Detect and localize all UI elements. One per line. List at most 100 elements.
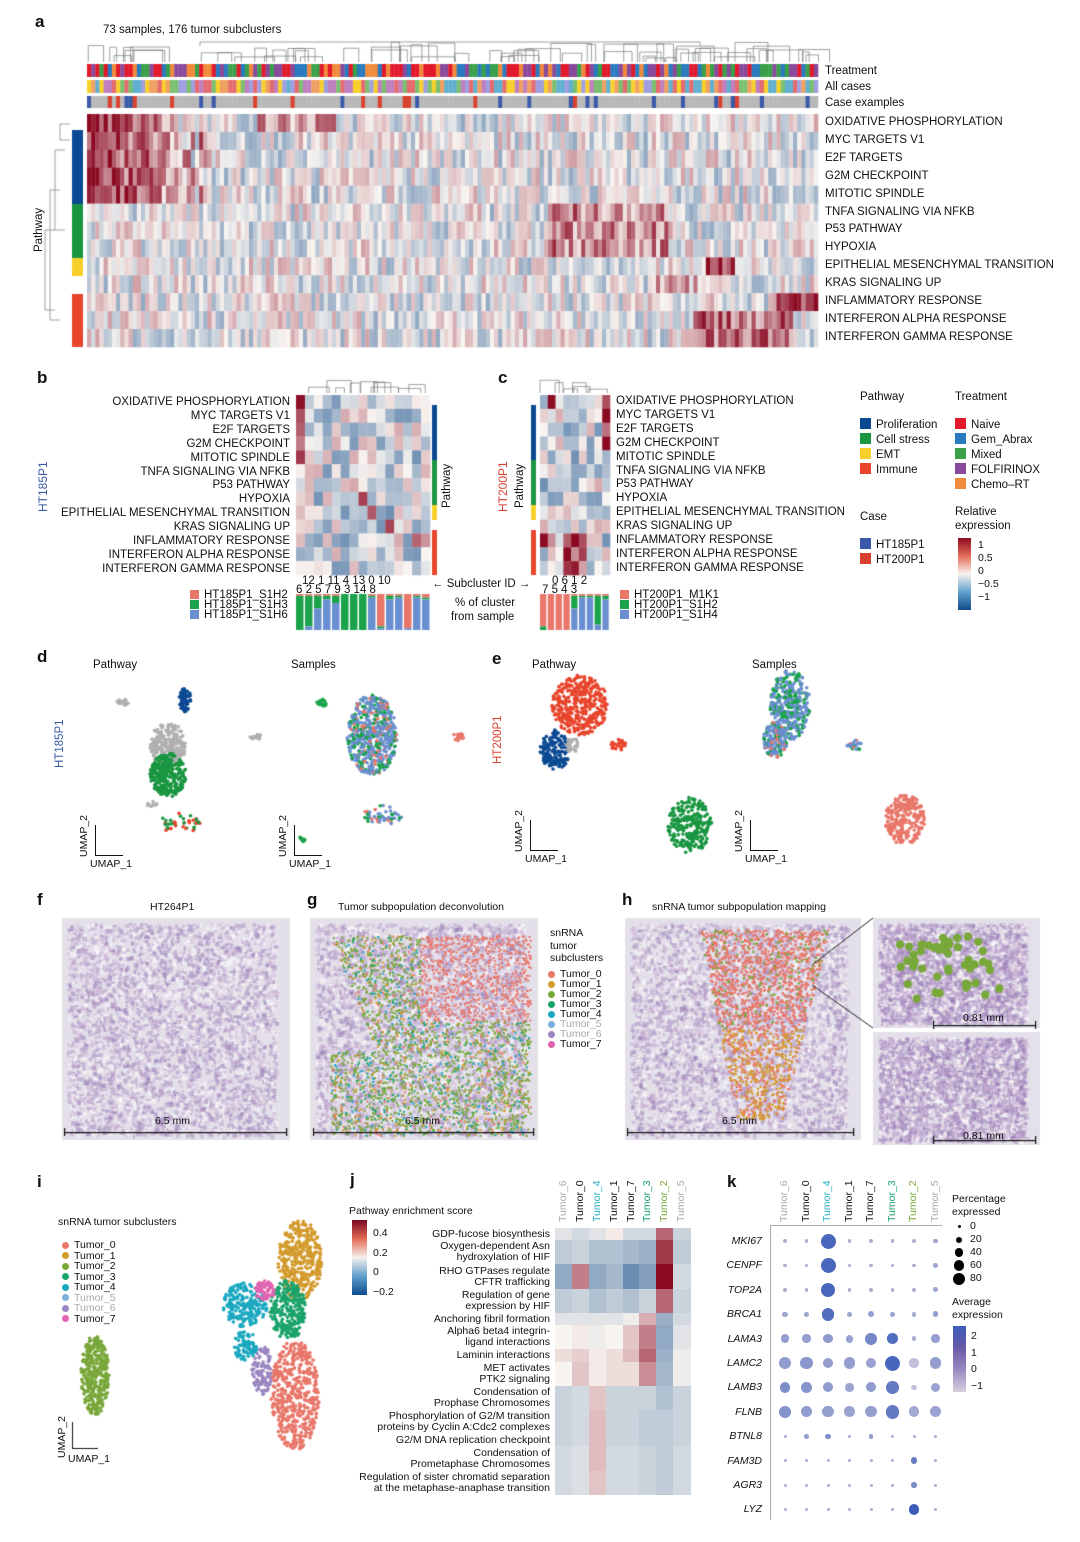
k-dot	[933, 1263, 938, 1268]
text: expression	[952, 1308, 1003, 1321]
k-dot	[934, 1459, 937, 1463]
j-row-label: Anchoring fibril formation	[433, 1312, 550, 1325]
umap-x-arrow	[530, 850, 558, 851]
panel-h-label: h	[622, 890, 633, 909]
legend-pathway: Proliferation Cell stress EMT Immune	[860, 418, 937, 478]
j-heatmap-cell	[588, 1470, 607, 1496]
k-dot	[933, 1287, 938, 1293]
umap-y-arrow	[750, 820, 751, 850]
k-size-swatch-wrap	[952, 1248, 966, 1257]
legend-item: HT185P1_S1H3	[204, 599, 288, 611]
panel-g-label: g	[307, 890, 318, 909]
legend-pathway-title: Pathway	[860, 391, 905, 403]
legend-item: EMT	[876, 449, 901, 461]
tumor-swatch	[548, 1000, 555, 1008]
k-dot	[783, 1263, 787, 1268]
tumor-name: Tumor_0	[560, 968, 602, 980]
umap-x-arrow	[294, 855, 322, 856]
expr-ticks: 1 0.5 0 −0.5 −1	[978, 539, 999, 604]
j-heatmap-cell	[622, 1240, 640, 1265]
j-column-label: Tumor_2	[658, 1180, 671, 1222]
k-gene-label: FAM3D	[727, 1454, 762, 1467]
k-dot	[890, 1287, 895, 1292]
j-heatmap-cell	[673, 1349, 691, 1362]
text: expressed	[952, 1205, 1001, 1218]
tumor-swatch	[548, 1030, 555, 1038]
c-row-label: HYPOXIA	[616, 492, 668, 505]
k-dot	[820, 1257, 836, 1273]
k-dot	[886, 1381, 899, 1394]
k-dot	[932, 1311, 939, 1318]
text: snRNA	[550, 927, 584, 939]
umap-y-arrow	[95, 825, 96, 855]
pathway-row-label: KRAS SIGNALING UP	[825, 277, 942, 290]
k-dot	[933, 1238, 938, 1244]
j-heatmap-cell	[555, 1470, 573, 1496]
j-column-label: Tumor_6	[557, 1180, 569, 1222]
j-row-label: GDP-fucose biosynthesis	[432, 1227, 550, 1240]
j-heatmap-cell	[588, 1264, 607, 1290]
j-heatmap-cell	[639, 1361, 657, 1387]
k-dot	[805, 1459, 808, 1463]
b-row-label: INTERFERON GAMMA RESPONSE	[102, 562, 290, 575]
k-size-swatch-wrap	[952, 1236, 966, 1243]
j-column-label: Tumor_1	[607, 1180, 620, 1222]
panel-j-label: j	[350, 1170, 355, 1189]
tick: −1	[971, 1379, 983, 1392]
tumor-legend-item: Tumor_0	[62, 1240, 116, 1251]
k-dot	[930, 1382, 941, 1392]
j-heatmap-cell	[656, 1434, 674, 1447]
j-heatmap-cell	[555, 1446, 573, 1472]
j-colorbar	[352, 1220, 367, 1295]
j-heatmap-cell	[605, 1470, 623, 1496]
b-row-label: OXIDATIVE PHOSPHORYLATION	[112, 396, 290, 408]
k-dot	[869, 1239, 873, 1243]
j-row-label: Laminin interactions	[456, 1348, 550, 1361]
j-heatmap-cell	[639, 1470, 657, 1496]
j-heatmap-cell	[555, 1325, 573, 1350]
k-dot	[782, 1311, 788, 1317]
pathway-row-label: HYPOXIA	[825, 241, 877, 254]
j-heatmap-cell	[605, 1349, 623, 1362]
j-column-label: Tumor_5	[675, 1180, 688, 1222]
panel-i-label: i	[37, 1172, 42, 1191]
pct-label-2: from sample	[451, 611, 515, 623]
g-scale: 6.5 mm	[405, 1115, 441, 1127]
umap-y-label: UMAP_2	[733, 809, 745, 852]
j-heatmap-cell	[605, 1228, 623, 1241]
j-colorbar-ticks: 0.4 0.2 0 −0.2	[373, 1224, 394, 1302]
tumor-legend-item: Tumor_5	[62, 1292, 116, 1304]
j-heatmap-cell	[571, 1325, 590, 1350]
k-dot	[868, 1433, 874, 1439]
k-dot	[848, 1483, 851, 1487]
legend-item: HT200P1	[876, 554, 925, 566]
legend-item: HT185P1_S1H6	[204, 609, 288, 621]
k-dot	[866, 1382, 876, 1393]
j-heatmap-cell	[588, 1312, 607, 1326]
k-gene-label: LAMB3	[727, 1381, 762, 1394]
j-heatmap-cell	[656, 1325, 674, 1350]
tumor-legend-item: Tumor_6	[62, 1303, 116, 1314]
tumor-name: Tumor_2	[560, 988, 602, 1000]
pathway-row-label: MYC TARGETS V1	[825, 133, 925, 146]
umap-x-arrow	[95, 855, 123, 856]
j-heatmap-cell	[656, 1361, 674, 1387]
j-heatmap-cell	[639, 1264, 657, 1290]
j-heatmap-cell	[673, 1470, 691, 1496]
pathway-row-label: E2F TARGETS	[825, 151, 903, 164]
panel-c-pathway-axis: Pathway	[514, 463, 526, 508]
k-dot	[822, 1357, 834, 1369]
k-dot	[911, 1311, 917, 1317]
k-dot	[912, 1287, 916, 1292]
j-heatmap-cell	[555, 1288, 573, 1314]
tumor-legend-item: Tumor_0	[548, 969, 602, 979]
k-dot	[845, 1383, 854, 1392]
legend-item: HT185P1_S1H2	[204, 589, 288, 601]
j-heatmap-cell	[622, 1470, 640, 1496]
tick: 0	[971, 1363, 977, 1375]
j-heatmap-cell	[571, 1349, 590, 1362]
tumor-swatch	[62, 1294, 69, 1302]
j-heatmap-cell	[673, 1361, 691, 1387]
k-size-legend-item: 20	[952, 1233, 982, 1246]
j-heatmap-cell	[571, 1446, 590, 1472]
